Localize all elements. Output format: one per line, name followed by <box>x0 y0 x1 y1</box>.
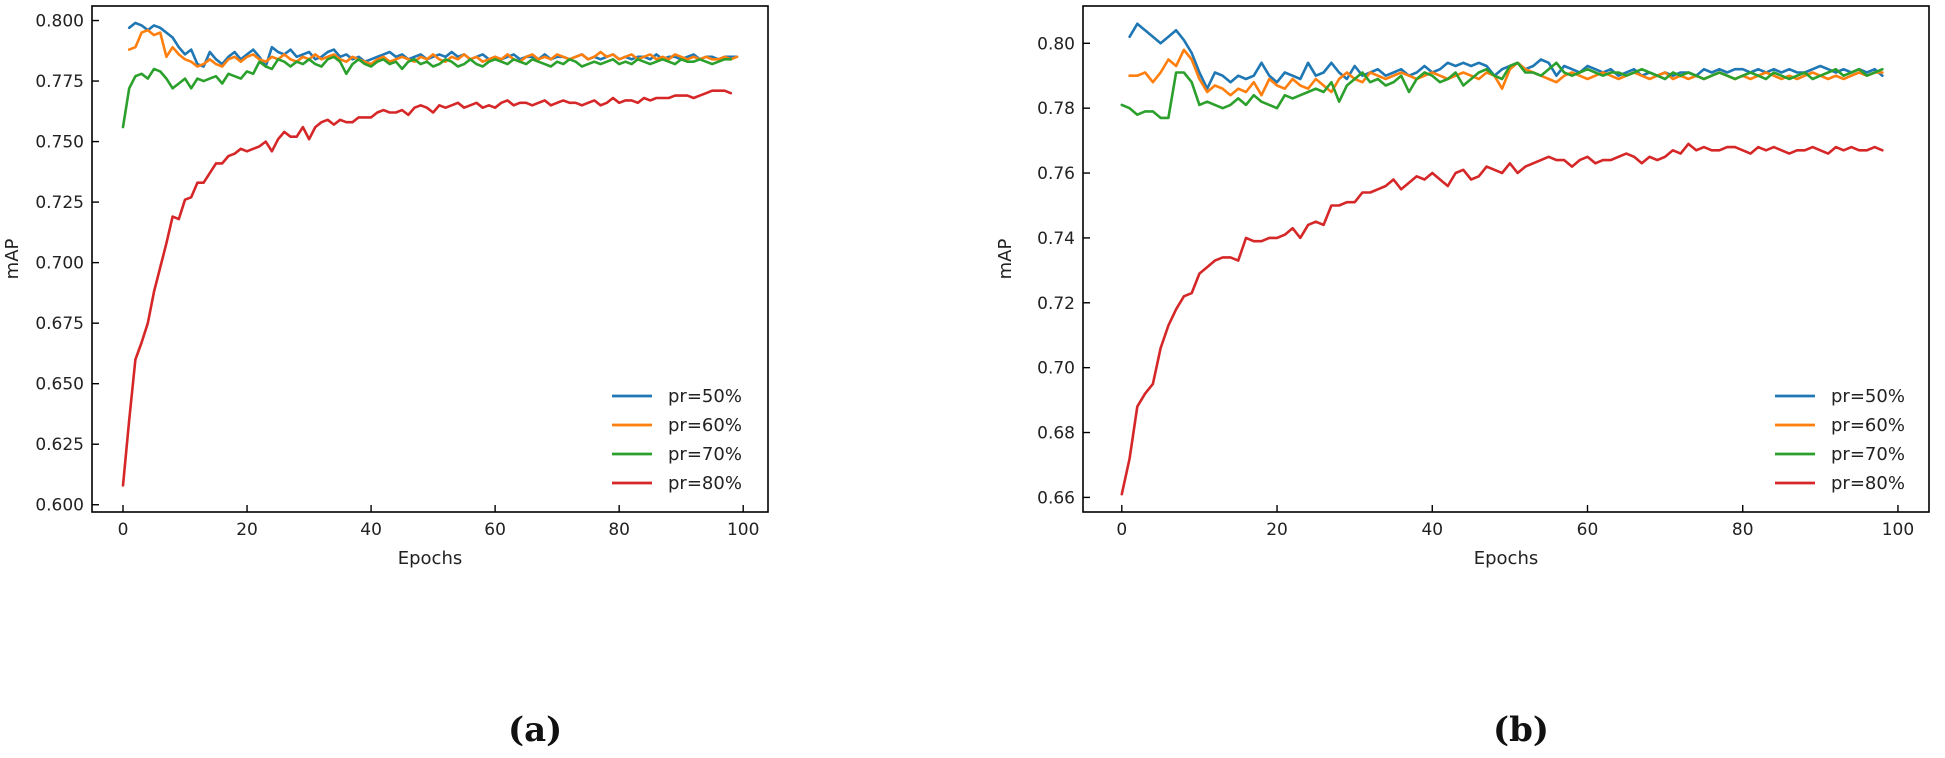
chart-panel-a: 0 20 40 60 80 100 0.600 0.625 0.650 0.675 0.700 0.7… <box>0 0 972 758</box>
legend-label: pr=80% <box>1831 473 1905 494</box>
series-line-pr=80% <box>121 89 733 487</box>
y-tick-label: 0.750 <box>35 133 84 153</box>
y-tick-label: 0.775 <box>35 72 84 92</box>
y-tick-label: 0.68 <box>1037 424 1075 444</box>
x-tick-label: 20 <box>1266 520 1288 540</box>
x-tick-label: 40 <box>1421 520 1443 540</box>
panel-label-a: (a) <box>508 710 563 750</box>
y-tick-label: 0.66 <box>1037 488 1075 508</box>
legend-label: pr=70% <box>668 444 742 465</box>
x-tick-label: 40 <box>360 520 382 540</box>
y-tick-label: 0.650 <box>35 375 84 395</box>
y-tick-label: 0.74 <box>1037 229 1075 249</box>
legend-label: pr=50% <box>1831 386 1905 407</box>
y-tick-label: 0.78 <box>1037 99 1075 119</box>
plot-area <box>121 21 739 487</box>
x-tick-label: 60 <box>484 520 506 540</box>
series-line-pr=50% <box>127 21 739 68</box>
plot-area <box>1120 22 1884 496</box>
y-tick-label: 0.800 <box>35 12 84 32</box>
y-tick-label: 0.700 <box>35 254 84 274</box>
y-axis-label: mAP <box>2 239 23 280</box>
x-axis-label: Epochs <box>398 548 463 569</box>
series-line-pr=60% <box>127 28 739 68</box>
legend-label: pr=60% <box>668 415 742 436</box>
y-tick-label: 0.725 <box>35 193 84 213</box>
series-line-pr=70% <box>121 55 733 129</box>
chart-panel-b: 0 20 40 60 80 100 0.66 0.68 0.70 0.72 0.74 0.76 0.78… <box>985 0 1945 758</box>
y-tick-label: 0.70 <box>1037 359 1075 379</box>
chart-a-svg: 0 20 40 60 80 100 0.600 0.625 0.650 0.675 0.700 0.7… <box>2 5 769 569</box>
x-tick-label: 20 <box>236 520 258 540</box>
x-tick-label: 100 <box>1882 520 1914 540</box>
x-tick-label: 0 <box>118 520 129 540</box>
axes-frame <box>91 5 769 513</box>
series-line-pr=50% <box>1128 22 1884 90</box>
legend-label: pr=80% <box>668 473 742 494</box>
legend-label: pr=50% <box>668 386 742 407</box>
y-tick-label: 0.600 <box>35 496 84 516</box>
axes-frame <box>1082 5 1930 513</box>
x-tick-label: 80 <box>608 520 630 540</box>
x-tick-label: 100 <box>727 520 759 540</box>
y-axis-label: mAP <box>995 239 1016 280</box>
panel-label-b: (b) <box>1493 710 1549 750</box>
series-line-pr=80% <box>1120 142 1884 496</box>
y-tick-label: 0.72 <box>1037 294 1075 314</box>
x-tick-label: 0 <box>1116 520 1127 540</box>
series-line-pr=70% <box>1120 61 1884 120</box>
x-tick-label: 60 <box>1577 520 1599 540</box>
y-tick-label: 0.675 <box>35 314 84 334</box>
legend-label: pr=70% <box>1831 444 1905 465</box>
chart-b-svg: 0 20 40 60 80 100 0.66 0.68 0.70 0.72 0.74 0.76 0.78… <box>995 5 1930 569</box>
x-tick-label: 80 <box>1732 520 1754 540</box>
x-axis-label: Epochs <box>1474 548 1539 569</box>
legend-label: pr=60% <box>1831 415 1905 436</box>
y-tick-label: 0.625 <box>35 435 84 455</box>
y-tick-label: 0.76 <box>1037 164 1075 184</box>
y-tick-label: 0.80 <box>1037 34 1075 54</box>
